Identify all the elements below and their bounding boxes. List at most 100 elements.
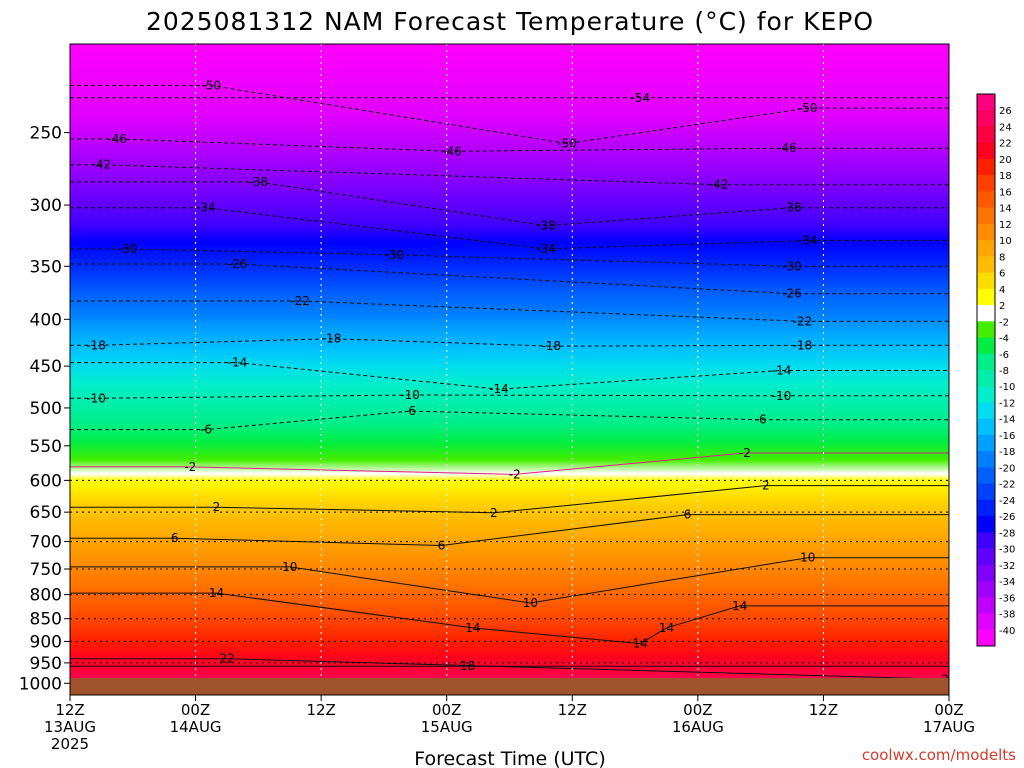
- colorbar-label: 14: [999, 204, 1012, 215]
- colorbar-label: -10: [999, 382, 1015, 393]
- colorbar-swatch: [977, 451, 995, 468]
- colorbar-label: -2: [999, 317, 1009, 328]
- contour-label: 2: [762, 479, 770, 493]
- colorbar-label: -22: [999, 480, 1015, 491]
- contour-label: -22: [290, 294, 310, 308]
- y-tick-label: 650: [30, 503, 62, 523]
- contour-label: 6: [438, 539, 446, 553]
- colorbar-label: 6: [999, 269, 1005, 280]
- colorbar-swatch: [977, 418, 995, 436]
- contour-line: [70, 263, 949, 295]
- colorbar-swatch: [977, 499, 995, 517]
- colorbar-label: 18: [999, 171, 1012, 182]
- colorbar: 26 24 22 20 18 16 14 12 10 8 6 4 2 -2 -4 -6 -8 -10 -12 -14 -…: [976, 93, 1015, 647]
- colorbar-label: -20: [999, 463, 1015, 474]
- contour-label: -26: [228, 257, 248, 271]
- colorbar-label: -26: [999, 512, 1015, 523]
- contour-label: -6: [404, 404, 416, 418]
- contour-label: -2: [739, 446, 751, 460]
- x-tick-label: 00Z: [934, 701, 963, 719]
- contour-line: [70, 138, 949, 152]
- contour-label: -26: [782, 287, 802, 301]
- contour-labels: -54 -50 -50 -50 -46 -46 -46 -42 -42 -38 -38 -38 -34 -…: [86, 78, 949, 686]
- colorbar-label: 4: [999, 285, 1005, 296]
- y-tick-label: 250: [30, 124, 62, 144]
- contour-label: -38: [782, 201, 802, 215]
- colorbar-swatch: [977, 337, 995, 355]
- colorbar-label: 2: [999, 301, 1005, 312]
- contour-label: -42: [92, 158, 112, 172]
- contour-line: [70, 592, 949, 645]
- colorbar-swatch: [977, 126, 995, 144]
- contour-label: -14: [228, 356, 248, 370]
- contour-label: 2: [213, 500, 221, 514]
- contour-line: [70, 338, 949, 347]
- colorbar-label: 20: [999, 155, 1012, 166]
- contour-label: -30: [782, 259, 802, 273]
- contour-label: -30: [118, 242, 138, 256]
- colorbar-swatch: [977, 321, 995, 339]
- plot-area: -54 -50 -50 -50 -46 -46 -46 -42 -42 -38 -38 -38 -34 -…: [70, 44, 949, 695]
- credit-link[interactable]: coolwx.com/modelts: [862, 746, 1016, 764]
- contour-line: [70, 181, 949, 227]
- contour-line: [70, 362, 949, 390]
- colorbar-label: 24: [999, 122, 1012, 133]
- contour-label: 14: [209, 586, 224, 600]
- contour-label: -10: [86, 391, 106, 405]
- colorbar-swatch: [977, 629, 995, 647]
- colorbar-swatch: [977, 613, 995, 631]
- colorbar-label: -6: [999, 350, 1009, 361]
- contour-label: -46: [442, 144, 462, 158]
- x-axis-label: Forecast Time (UTC): [414, 748, 605, 768]
- contour-label: -54: [630, 91, 650, 105]
- contour-label: -10: [400, 388, 420, 402]
- contour-line: [70, 85, 949, 145]
- x-tick-label: 12Z: [55, 701, 84, 719]
- contour-label: 18: [460, 659, 475, 673]
- colorbar-label: -40: [999, 626, 1015, 637]
- plot-frame: [69, 43, 950, 696]
- colorbar-swatch: [977, 305, 995, 322]
- contour-lines: [70, 85, 949, 680]
- colorbar-label: 12: [999, 220, 1012, 231]
- colorbar-label: -18: [999, 447, 1015, 458]
- colorbar-label: -38: [999, 610, 1015, 621]
- colorbar-label: 22: [999, 139, 1012, 150]
- colorbar-label: -16: [999, 431, 1015, 442]
- contour-label: -18: [86, 338, 106, 352]
- colorbar-swatch: [977, 142, 995, 160]
- y-axis-ticks: 2503003504004505005506006507007508008509…: [19, 124, 70, 694]
- contour-label: -14: [772, 363, 792, 377]
- contour-label: -10: [772, 389, 792, 403]
- contour-line: [70, 452, 949, 475]
- colorbar-label: -36: [999, 593, 1015, 604]
- contour-line: [70, 248, 949, 267]
- colorbar-label: -8: [999, 366, 1009, 377]
- y-tick-label: 350: [30, 257, 62, 277]
- contour-label: 10: [800, 551, 815, 565]
- contour-label: -18: [793, 338, 813, 352]
- y-tick-label: 400: [30, 310, 62, 330]
- contour-label: -50: [798, 101, 818, 115]
- colorbar-swatch: [977, 110, 995, 127]
- contour-label: -46: [107, 132, 127, 146]
- contour-line: [70, 557, 949, 604]
- y-tick-label: 1000: [19, 674, 62, 694]
- x-tick-label: 15AUG: [421, 718, 473, 736]
- colorbar-label: -12: [999, 398, 1015, 409]
- contour-label: -18: [322, 332, 342, 346]
- contour-label: -18: [542, 339, 562, 353]
- y-tick-label: 600: [30, 471, 62, 491]
- colorbar-swatch: [977, 386, 995, 403]
- y-tick-label: 550: [30, 437, 62, 457]
- colorbar-label: 16: [999, 187, 1012, 198]
- colorbar-swatch: [977, 434, 995, 452]
- colorbar-swatch: [977, 272, 995, 290]
- contour-label: -50: [201, 78, 221, 92]
- contour-label: 10: [523, 596, 538, 610]
- colorbar-swatch: [977, 483, 995, 501]
- colorbar-label: -30: [999, 545, 1015, 556]
- y-tick-label: 850: [30, 610, 62, 630]
- y-tick-label: 900: [30, 632, 62, 652]
